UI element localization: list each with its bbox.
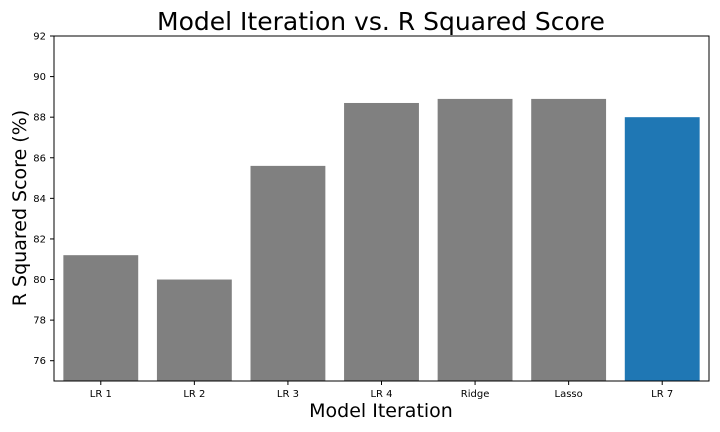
bar bbox=[624, 117, 700, 382]
x-tick-label: Lasso bbox=[555, 389, 583, 400]
y-tick-label: 86 bbox=[33, 153, 46, 164]
bar bbox=[344, 102, 419, 381]
y-tick-label: 80 bbox=[33, 275, 46, 286]
bar bbox=[531, 98, 607, 381]
axes-frame bbox=[53, 35, 710, 382]
x-axis-label: Model Iteration bbox=[309, 400, 453, 422]
plot-area: LR 1 LR 2 LR 3 LR 4 Ridge Lasso LR 7 76 78 80 82 84… bbox=[33, 32, 710, 400]
y-tick-label: 82 bbox=[33, 234, 46, 245]
chart-title: Model Iteration vs. R Squared Score bbox=[157, 7, 605, 36]
x-tick-label: LR 7 bbox=[651, 389, 673, 400]
x-tick-label: LR 3 bbox=[277, 389, 299, 400]
x-tick-label: LR 4 bbox=[370, 389, 392, 400]
x-tick-label: LR 2 bbox=[183, 389, 205, 400]
y-tick-label: 84 bbox=[33, 194, 46, 205]
bar bbox=[437, 98, 513, 381]
y-tick-label: 90 bbox=[33, 72, 46, 83]
y-tick-label: 88 bbox=[33, 113, 46, 124]
y-tick-label: 78 bbox=[33, 316, 46, 327]
x-tick-label: LR 1 bbox=[90, 389, 112, 400]
bar bbox=[63, 255, 139, 381]
bar bbox=[250, 165, 326, 381]
x-tick-label: Ridge bbox=[461, 389, 490, 400]
bar bbox=[156, 279, 232, 381]
y-axis-label: R Squared Score (%) bbox=[9, 110, 31, 306]
y-tick-label: 76 bbox=[33, 356, 46, 367]
y-tick-label: 92 bbox=[33, 32, 46, 43]
